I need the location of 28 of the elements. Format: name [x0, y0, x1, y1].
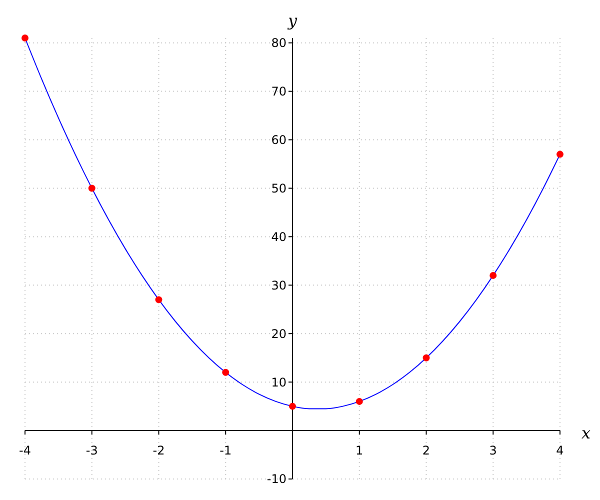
y-tick-label: 30: [271, 278, 286, 292]
y-tick-label: 10: [271, 375, 286, 390]
x-tick-label: -1: [220, 444, 232, 458]
x-tick-label: -3: [86, 444, 98, 458]
y-tick-label: 40: [271, 230, 286, 244]
point: [356, 398, 363, 405]
x-tick-label: -4: [19, 444, 31, 458]
y-tick-label: 60: [271, 132, 286, 147]
x-tick-label: 1: [356, 444, 364, 458]
point: [155, 296, 162, 304]
x-tick-label: 3: [489, 444, 497, 458]
x-tick-label: 2: [422, 444, 430, 458]
x-axis-title: x: [581, 424, 591, 443]
y-tick-label: 20: [271, 326, 286, 341]
point: [289, 402, 296, 410]
x-tick-label: -2: [152, 444, 165, 458]
point: [490, 272, 497, 279]
point: [88, 184, 96, 192]
y-tick-label: 50: [271, 181, 286, 196]
x-tick-label: 4: [556, 444, 564, 458]
y-axis-title: y: [286, 11, 298, 30]
point: [22, 34, 28, 42]
y-tick-label: -10: [266, 472, 286, 486]
y-tick-label: 80: [271, 36, 286, 50]
point: [222, 368, 230, 376]
point: [556, 150, 564, 158]
point: [422, 354, 430, 362]
y-tick-label: 70: [271, 84, 286, 99]
